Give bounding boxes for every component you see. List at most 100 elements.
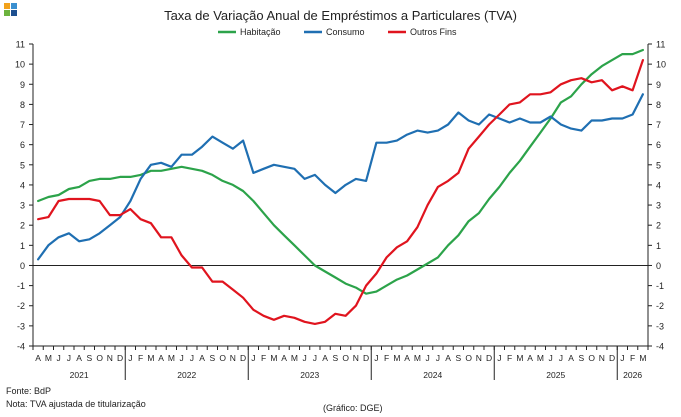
y-tick-label-right: 11	[656, 40, 665, 50]
month-label: O	[219, 353, 226, 363]
month-label: M	[45, 353, 52, 363]
y-tick-label-left: 9	[20, 80, 25, 90]
month-label: D	[117, 353, 123, 363]
y-tick-label-left: 2	[20, 221, 25, 231]
month-label: S	[210, 353, 216, 363]
month-label: J	[559, 353, 563, 363]
month-label: O	[465, 353, 472, 363]
month-label: D	[486, 353, 492, 363]
y-tick-label-right: 8	[656, 100, 661, 110]
month-label: M	[414, 353, 421, 363]
y-tick-label-right: 4	[656, 180, 661, 190]
month-label: J	[620, 353, 624, 363]
month-label: O	[96, 353, 103, 363]
month-label: F	[384, 353, 389, 363]
month-label: A	[445, 353, 451, 363]
month-label: J	[67, 353, 71, 363]
y-tick-label-right: -4	[656, 342, 664, 352]
y-tick-label-left: 8	[20, 100, 25, 110]
month-label: A	[199, 353, 205, 363]
month-label: J	[57, 353, 61, 363]
month-label: J	[313, 353, 317, 363]
month-label: M	[270, 353, 277, 363]
month-label: N	[476, 353, 482, 363]
month-label: M	[516, 353, 523, 363]
month-label: J	[180, 353, 184, 363]
month-label: M	[393, 353, 400, 363]
month-label: N	[599, 353, 605, 363]
year-label: 2022	[177, 370, 196, 380]
y-tick-label-right: 10	[656, 60, 666, 70]
y-tick-label-left: 5	[20, 160, 25, 170]
month-label: S	[87, 353, 93, 363]
year-label: 2023	[300, 370, 319, 380]
month-label: J	[549, 353, 553, 363]
month-label: J	[128, 353, 132, 363]
month-label: A	[322, 353, 328, 363]
y-tick-label-left: 6	[20, 140, 25, 150]
month-label: A	[568, 353, 574, 363]
y-tick-label-right: 0	[656, 261, 661, 271]
year-label: 2026	[623, 370, 642, 380]
y-tick-label-left: 1	[20, 241, 25, 251]
series-line-0	[36, 48, 645, 295]
month-label: D	[363, 353, 369, 363]
month-label: J	[497, 353, 501, 363]
month-label: J	[190, 353, 194, 363]
y-tick-label-right: 7	[656, 120, 661, 130]
y-tick-label-right: 1	[656, 241, 661, 251]
chart-title: Taxa de Variação Anual de Empréstimos a …	[164, 8, 517, 23]
chart-credit: (Gráfico: DGE)	[323, 403, 383, 413]
month-label: J	[426, 353, 430, 363]
y-tick-label-left: 7	[20, 120, 25, 130]
month-label: D	[240, 353, 246, 363]
month-label: F	[630, 353, 635, 363]
y-tick-label-right: -2	[656, 301, 664, 311]
month-label: N	[107, 353, 113, 363]
y-tick-label-left: -3	[17, 321, 25, 331]
year-label: 2021	[70, 370, 89, 380]
y-tick-label-right: 5	[656, 160, 661, 170]
y-tick-label-right: -3	[656, 321, 664, 331]
month-label: O	[342, 353, 349, 363]
y-tick-label-left: 3	[20, 201, 25, 211]
series-line-2	[36, 58, 645, 325]
legend-label-0: Habitação	[240, 27, 281, 37]
month-label: A	[158, 353, 164, 363]
month-label: J	[374, 353, 378, 363]
series-line-1	[36, 93, 645, 261]
month-label: M	[639, 353, 646, 363]
logo-icon	[4, 3, 18, 17]
month-label: D	[609, 353, 615, 363]
y-tick-label-right: 2	[656, 221, 661, 231]
month-label: M	[291, 353, 298, 363]
legend-label-1: Consumo	[326, 27, 365, 37]
month-label: F	[261, 353, 266, 363]
month-label: F	[138, 353, 143, 363]
month-label: A	[527, 353, 533, 363]
month-label: N	[353, 353, 359, 363]
month-label: J	[436, 353, 440, 363]
month-label: M	[147, 353, 154, 363]
month-label: S	[579, 353, 585, 363]
month-label: S	[456, 353, 462, 363]
y-tick-label-left: -4	[17, 342, 25, 352]
month-label: F	[507, 353, 512, 363]
month-label: J	[303, 353, 307, 363]
titularization-note: Nota: TVA ajustada de titularização	[6, 399, 146, 409]
y-tick-label-right: -1	[656, 281, 664, 291]
y-tick-label-left: 0	[20, 261, 25, 271]
month-label: O	[588, 353, 595, 363]
month-label: A	[404, 353, 410, 363]
y-tick-label-right: 9	[656, 80, 661, 90]
y-tick-label-left: 11	[16, 40, 25, 50]
y-tick-label-left: 4	[20, 180, 25, 190]
month-label: S	[333, 353, 339, 363]
legend-label-2: Outros Fins	[410, 27, 457, 37]
y-tick-label-left: -2	[17, 301, 25, 311]
y-tick-label-right: 3	[656, 201, 661, 211]
month-label: N	[230, 353, 236, 363]
source-note: Fonte: BdP	[6, 386, 52, 396]
year-label: 2025	[546, 370, 565, 380]
